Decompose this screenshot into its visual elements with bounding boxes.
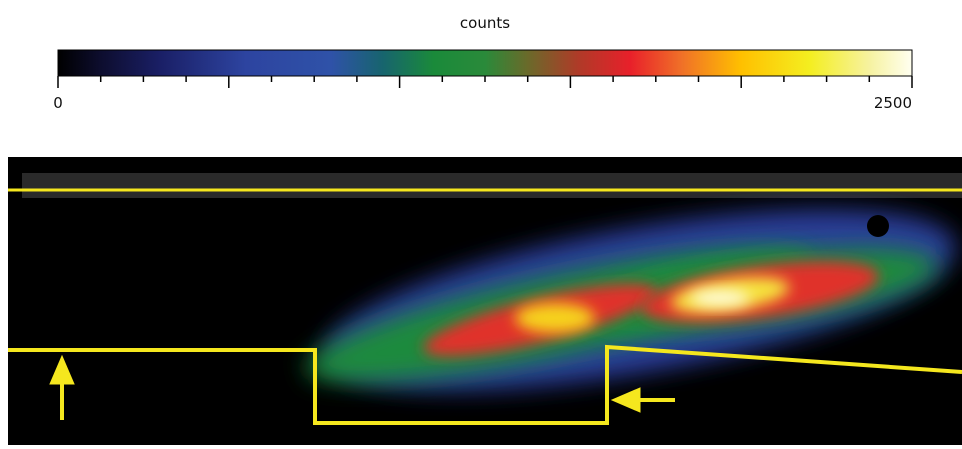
band — [22, 173, 962, 198]
colorbar-max: 2500 — [874, 94, 912, 112]
colorbar-label: counts — [460, 14, 510, 32]
colorbar-ticks — [58, 76, 912, 88]
page: counts 0 2500 (() => { const data = JSON… — [0, 0, 962, 445]
colorbar — [58, 50, 912, 76]
colorbar-min: 0 — [53, 94, 63, 112]
figure: counts 0 2500 — [0, 0, 962, 445]
